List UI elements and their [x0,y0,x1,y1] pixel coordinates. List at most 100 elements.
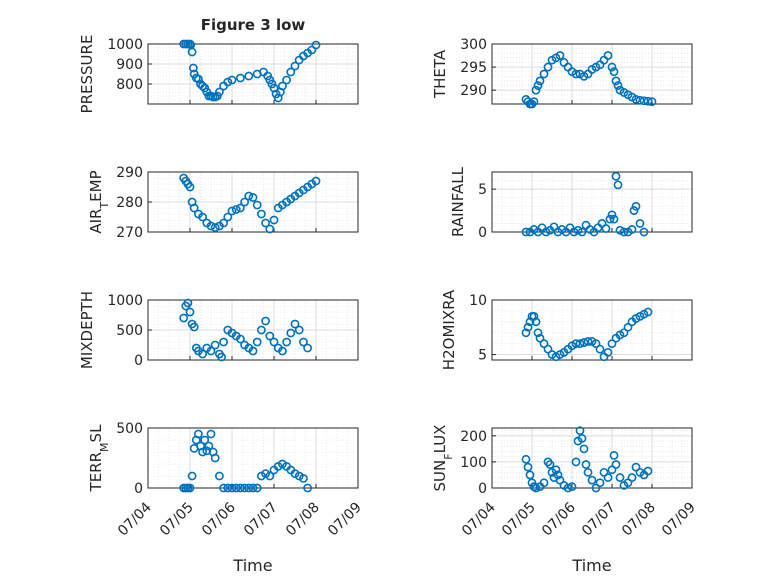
data-point [609,450,619,460]
data-point [261,316,270,326]
y-tick-label: 500 [116,421,143,437]
y-tick-label: 900 [116,57,143,73]
data-point [523,322,533,332]
data-point [231,205,241,214]
data-point [265,471,275,481]
data-point [235,334,245,344]
subplot-8: 0 100 200 07/04 07/05 07/06 07/07 07/08 07/09 Tim… [431,425,699,575]
data-point [248,483,258,493]
data-point [214,87,224,97]
data-point [529,97,539,107]
data-point [185,182,195,192]
data-point [206,429,216,439]
data-point [248,346,258,356]
y-axis-label: PRESSURE [78,35,96,114]
y-tick-label: 295 [460,60,487,76]
data-point [551,465,561,475]
data-point [198,349,207,359]
data-point [204,441,214,451]
data-point [248,193,258,202]
data-point [609,67,619,77]
y-tick-label: 1000 [107,293,143,309]
y-tick-label: 500 [116,323,143,339]
chart-title: Figure 3 low [201,16,306,34]
data-point [623,322,633,332]
x-tick-label: 07/08 [283,500,323,540]
data-point [256,209,266,219]
y-tick-label: 290 [460,83,487,99]
data-point [603,347,613,357]
data-point [595,478,605,488]
y-tick-label: 10 [469,293,487,309]
data-point [227,483,237,493]
data-point [185,483,195,493]
data-point [587,475,597,485]
data-point [555,51,565,60]
data-point [214,471,224,481]
data-point [543,62,553,72]
data-point [282,75,291,85]
x-axis-label: Time [232,556,272,575]
data-point [189,322,199,332]
y-axis-label: H2OMIXRA [440,289,458,370]
data-point [647,97,657,107]
data-point [603,473,613,482]
data-point [531,85,541,95]
data-point [210,340,220,350]
data-point [235,483,245,493]
subplot-2: 290 295 300 THETA [431,37,693,109]
y-tick-label: 5 [478,182,487,198]
x-tick-label: 07/06 [539,499,579,539]
data-point [235,73,245,83]
data-point [527,99,537,109]
data-point [298,337,308,347]
data-point [269,337,279,347]
y-tick-label: 270 [116,225,143,241]
subplot-4: 0 5 RAINFALL [449,166,693,241]
data-point [244,191,254,201]
data-point [277,346,287,356]
data-point [595,344,605,354]
data-point [210,223,220,232]
data-point [639,96,649,106]
data-point [619,328,629,338]
data-point [525,470,535,480]
data-point [525,317,535,327]
y-axis-label: MIXDEPTH [78,291,96,369]
data-point [543,344,553,354]
data-point [227,75,237,85]
subplot-5: 0 500 1000 MIXDEPTH [78,291,359,369]
x-tick-label: 07/04 [115,499,155,539]
data-point [611,460,621,469]
y-tick-label: 800 [116,77,143,93]
data-point [539,339,549,349]
y-axis-label: AIRTEMP [87,170,111,233]
data-point [607,210,617,220]
data-point [198,212,207,222]
data-point [286,328,296,338]
data-point [627,473,637,482]
data-point [535,333,545,343]
data-point [609,214,619,224]
y-tick-label: 0 [478,225,487,241]
data-point [252,483,262,493]
y-axis-label: RAINFALL [449,166,467,237]
data-point [240,483,249,493]
data-point [629,206,639,215]
data-point [533,81,543,90]
data-point [631,94,641,104]
data-point [206,221,216,231]
data-point [607,62,617,72]
data-point [643,96,653,106]
data-point [193,74,203,84]
data-point [539,69,549,79]
x-tick-label: 07/08 [619,500,659,540]
axes-box [491,299,693,361]
data-point [643,466,653,476]
data-point [607,339,617,349]
y-tick-label: 290 [116,165,143,181]
data-point [227,206,237,216]
data-point [583,467,593,477]
data-point [571,457,581,467]
data-point [521,328,531,338]
